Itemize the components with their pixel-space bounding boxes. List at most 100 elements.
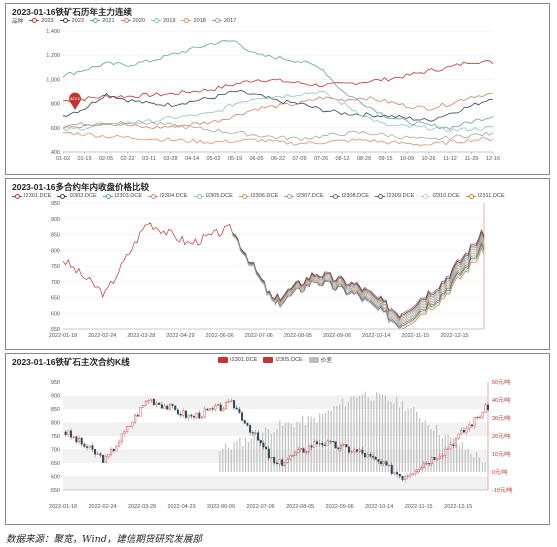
- spread-bar: [276, 428, 278, 472]
- candle-body: [131, 422, 134, 427]
- legend-item[interactable]: I2303.DCE: [102, 193, 142, 199]
- spread-bar: [310, 416, 312, 472]
- candle-body: [487, 404, 490, 411]
- legend-item[interactable]: I2307.DCE: [284, 193, 324, 199]
- spread-bar: [470, 453, 472, 472]
- legend-item[interactable]: I2305.DCE: [193, 193, 233, 199]
- legend-item[interactable]: I2305.DCE: [263, 357, 303, 363]
- legend-item[interactable]: 价差: [308, 356, 332, 364]
- candle-body: [166, 405, 169, 410]
- legend-item[interactable]: 2019: [151, 18, 175, 24]
- chart-panel-contracts: 2023-01-16多合约年内收盘价格比较 I2301.DCE I2302.DCE…: [5, 178, 550, 350]
- candle-body: [163, 405, 166, 409]
- legend-item[interactable]: 2020: [120, 18, 145, 24]
- legend-item[interactable]: I2302.DCE: [57, 193, 97, 199]
- candle-body: [72, 436, 75, 438]
- candle-body: [385, 461, 388, 466]
- candle-body: [398, 473, 401, 477]
- candle-body: [174, 405, 177, 411]
- spread-bar: [418, 417, 421, 472]
- x-tick-label: 05-02: [206, 156, 220, 162]
- candle-body: [286, 459, 289, 463]
- candle-body: [176, 409, 179, 415]
- candle-body: [187, 414, 190, 418]
- candle-body: [283, 462, 286, 466]
- spread-bar: [487, 458, 489, 472]
- band: [63, 476, 488, 490]
- legend-item[interactable]: 2022: [59, 18, 84, 24]
- spread-bar: [339, 404, 341, 472]
- y-tick-label: 600: [51, 126, 60, 132]
- legend-item[interactable]: 2021: [90, 18, 115, 24]
- legend-item[interactable]: 2018: [181, 18, 206, 24]
- legend-swatch: [193, 193, 204, 199]
- y-tick-label: 1,200: [46, 53, 60, 59]
- x-tick-label: 2022-06-06: [206, 333, 234, 339]
- legend-item[interactable]: I2308.DCE: [329, 193, 369, 199]
- pin-marker-label: 823.5: [70, 97, 80, 101]
- y-tick-label: 900: [51, 394, 60, 400]
- spread-bar: [367, 397, 369, 472]
- legend-swatch: [148, 193, 159, 199]
- candle-body: [331, 441, 334, 443]
- legend-item[interactable]: I2309.DCE: [375, 193, 414, 199]
- candle-body: [436, 458, 439, 460]
- candle-body: [323, 444, 326, 446]
- legend-item[interactable]: 2017: [211, 17, 237, 24]
- chart-title: 2023-01-16铁矿石主次合约K线: [12, 357, 130, 367]
- spread-bar: [219, 451, 221, 472]
- spread-bar: [467, 448, 469, 472]
- y-tick-label: 700: [51, 280, 60, 286]
- candle-body: [465, 428, 468, 433]
- legend-item[interactable]: I2306.DCE: [238, 193, 278, 199]
- y-tick-label: 700: [51, 448, 60, 454]
- legend-item[interactable]: 品种: [12, 17, 23, 25]
- legend-item[interactable]: I2304.DCE: [148, 193, 188, 199]
- x-tick-label: 2022-12-15: [444, 504, 472, 510]
- spread-bar: [264, 427, 267, 472]
- legend-item[interactable]: I2301.DCE: [218, 357, 257, 363]
- candle-body: [441, 454, 444, 457]
- candle-body: [377, 459, 380, 462]
- legend-item[interactable]: I2311.DCE: [465, 193, 505, 199]
- legend-swatch: [12, 193, 22, 199]
- candle-body: [158, 402, 161, 405]
- spread-bar: [407, 408, 409, 472]
- y-tick-label: 600: [51, 475, 60, 481]
- series-line-2023: [62, 60, 494, 103]
- candle-body: [67, 430, 70, 435]
- x-tick-label: 12-16: [486, 156, 500, 162]
- legend-swatch: [181, 18, 192, 23]
- candle-body: [321, 443, 324, 446]
- series-line-I2304.DCE: [232, 234, 485, 322]
- x-tick-label: 2022-07-06: [245, 333, 273, 339]
- candle-body: [401, 475, 404, 480]
- legend-item[interactable]: I2310.DCE: [420, 193, 460, 199]
- band: [63, 395, 488, 409]
- legend-label: 2017: [223, 17, 237, 24]
- chart-title: 2023-01-16铁矿石历年主力连续: [12, 7, 132, 17]
- legend-item[interactable]: 2023: [29, 18, 54, 24]
- legend-swatch: [308, 357, 319, 363]
- legend-label: 品种: [12, 19, 24, 25]
- spread-bar: [273, 432, 275, 472]
- spread-bar: [222, 448, 224, 472]
- candle-body: [225, 402, 228, 410]
- legend: I2301.DCE I2305.DCE 价差: [218, 356, 338, 365]
- candle-body: [468, 424, 471, 429]
- x-tick-label: 10-09: [400, 156, 414, 162]
- legend-label: I2304.DCE: [160, 193, 188, 199]
- legend-item[interactable]: I2301.DCE: [12, 193, 51, 199]
- candle-body: [190, 414, 193, 417]
- spread-bar: [224, 443, 227, 472]
- series-line-2017: [62, 119, 494, 141]
- candle-body: [438, 456, 441, 459]
- chart-plot: 400 600 800 1,000 1,200 1,400 01-02 01-19 02-05 0…: [46, 29, 500, 162]
- candle-body: [430, 456, 433, 464]
- spread-bar: [398, 407, 401, 472]
- spread-bar: [296, 421, 298, 472]
- spread-bar: [304, 425, 307, 472]
- series-line-I2307.DCE: [274, 240, 485, 327]
- candle-body: [297, 449, 300, 453]
- candle-body: [433, 456, 436, 460]
